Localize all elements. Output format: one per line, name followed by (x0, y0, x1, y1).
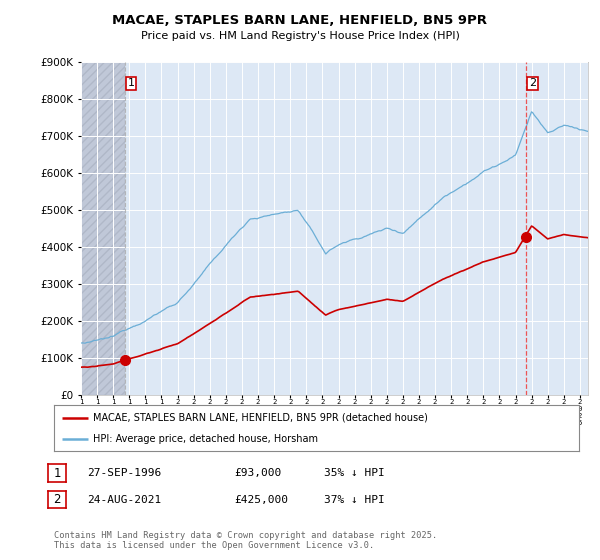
Text: MACAE, STAPLES BARN LANE, HENFIELD, BN5 9PR (detached house): MACAE, STAPLES BARN LANE, HENFIELD, BN5 … (94, 413, 428, 423)
Text: 24-AUG-2021: 24-AUG-2021 (87, 494, 161, 505)
Text: 27-SEP-1996: 27-SEP-1996 (87, 468, 161, 478)
Text: £425,000: £425,000 (234, 494, 288, 505)
Text: 1: 1 (128, 78, 134, 88)
Text: HPI: Average price, detached house, Horsham: HPI: Average price, detached house, Hors… (94, 435, 319, 444)
Text: Contains HM Land Registry data © Crown copyright and database right 2025.
This d: Contains HM Land Registry data © Crown c… (54, 531, 437, 550)
Text: 2: 2 (53, 493, 61, 506)
Text: 35% ↓ HPI: 35% ↓ HPI (324, 468, 385, 478)
Text: 2: 2 (529, 78, 536, 88)
Text: MACAE, STAPLES BARN LANE, HENFIELD, BN5 9PR: MACAE, STAPLES BARN LANE, HENFIELD, BN5 … (113, 14, 487, 27)
Text: Price paid vs. HM Land Registry's House Price Index (HPI): Price paid vs. HM Land Registry's House … (140, 31, 460, 41)
Text: 37% ↓ HPI: 37% ↓ HPI (324, 494, 385, 505)
Bar (81, 62, 125, 395)
Text: 1: 1 (53, 466, 61, 480)
Text: £93,000: £93,000 (234, 468, 281, 478)
